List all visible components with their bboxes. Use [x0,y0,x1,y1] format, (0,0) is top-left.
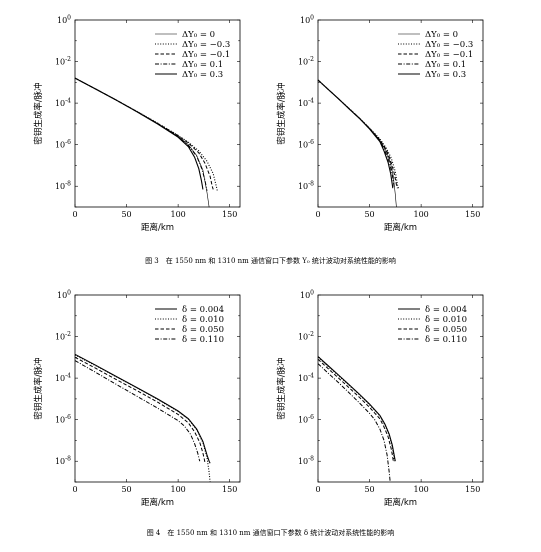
legend-label: δ = 0.004 [182,305,224,315]
y-tick-label: 10-4 [55,373,71,384]
legend-label: ΔY₀ = −0.3 [425,40,473,50]
x-axis-label: 距离/km [141,222,174,233]
x-tick-label: 0 [315,485,320,494]
y-tick-label: 10-4 [298,98,314,109]
y-tick-label: 10-8 [55,456,71,467]
x-tick-label: 50 [121,485,131,494]
x-axis-label: 距离/km [141,497,174,508]
x-tick-label: 100 [413,210,428,219]
x-tick-label: 100 [413,485,428,494]
legend-label: ΔY₀ = −0.1 [182,50,230,60]
x-tick-label: 50 [364,485,374,494]
series-line-2 [317,358,394,462]
x-tick-label: 0 [72,485,77,494]
legend-label: δ = 0.010 [425,315,467,325]
legend-label: δ = 0.010 [182,315,224,325]
x-tick-label: 150 [222,210,237,219]
series-line-1 [317,356,395,462]
y-axis-label: 密钥生成率/脉冲 [33,357,44,419]
series-line-2 [74,356,206,463]
series-line-0 [317,356,396,462]
y-tick-label: 10-2 [55,331,71,342]
y-tick-label: 100 [300,15,314,26]
legend-label: ΔY₀ = −0.3 [182,40,230,50]
x-tick-label: 150 [222,485,237,494]
legend-label: ΔY₀ = 0.1 [425,60,466,70]
legend-label: δ = 0.050 [182,325,224,335]
legend-label: ΔY₀ = 0 [425,30,458,40]
x-tick-label: 100 [170,210,185,219]
legend-label: ΔY₀ = 0 [182,30,215,40]
x-tick-label: 100 [170,485,185,494]
y-tick-label: 10-2 [298,56,314,67]
x-tick-label: 150 [465,210,480,219]
legend-label: δ = 0.110 [182,335,224,345]
x-tick-label: 50 [121,210,131,219]
y-axis-label: 密钥生成率/脉冲 [276,82,287,144]
y-axis-label: 密钥生成率/脉冲 [33,82,44,144]
legend-label: δ = 0.004 [425,305,467,315]
y-tick-label: 10-8 [298,181,314,192]
y-tick-label: 10-4 [55,98,71,109]
figure-4-caption: 图 4 在 1550 nm 和 1310 nm 通信窗口下参数 δ 统计波动对系… [146,529,395,537]
series-line-2 [317,79,398,189]
series-line-4 [74,77,204,190]
y-tick-label: 10-6 [55,414,71,425]
y-tick-label: 100 [57,290,71,301]
x-tick-label: 50 [364,210,374,219]
series-line-3 [74,360,201,462]
legend-label: δ = 0.050 [425,325,467,335]
y-tick-label: 100 [57,15,71,26]
y-tick-label: 10-8 [55,181,71,192]
x-tick-label: 0 [315,210,320,219]
x-axis-label: 距离/km [384,497,417,508]
legend-label: δ = 0.110 [425,335,467,345]
y-tick-label: 10-6 [55,139,71,150]
y-tick-label: 100 [300,290,314,301]
y-tick-label: 10-2 [55,56,71,67]
legend-label: ΔY₀ = 0.3 [182,70,223,80]
y-tick-label: 10-6 [298,139,314,150]
series-line-2 [74,77,214,190]
legend-label: ΔY₀ = 0.1 [182,60,223,70]
y-tick-label: 10-2 [298,331,314,342]
y-tick-label: 10-4 [298,373,314,384]
x-axis-label: 距离/km [384,222,417,233]
legend-label: ΔY₀ = −0.1 [425,50,473,60]
series-line-4 [317,79,394,189]
y-tick-label: 10-6 [298,414,314,425]
plot-frame [74,294,241,483]
figure-3-caption: 图 3 在 1550 nm 和 1310 nm 通信窗口下参数 Y₀ 统计波动对… [145,257,396,265]
plot-frame [74,19,241,208]
x-tick-label: 150 [465,485,480,494]
y-tick-label: 10-8 [298,456,314,467]
series-line-0 [74,353,211,464]
y-axis-label: 密钥生成率/脉冲 [276,357,287,419]
legend-label: ΔY₀ = 0.3 [425,70,466,80]
plot-frame [317,294,484,483]
plot-frame [317,19,484,208]
series-line-3 [317,363,391,483]
x-tick-label: 0 [72,210,77,219]
